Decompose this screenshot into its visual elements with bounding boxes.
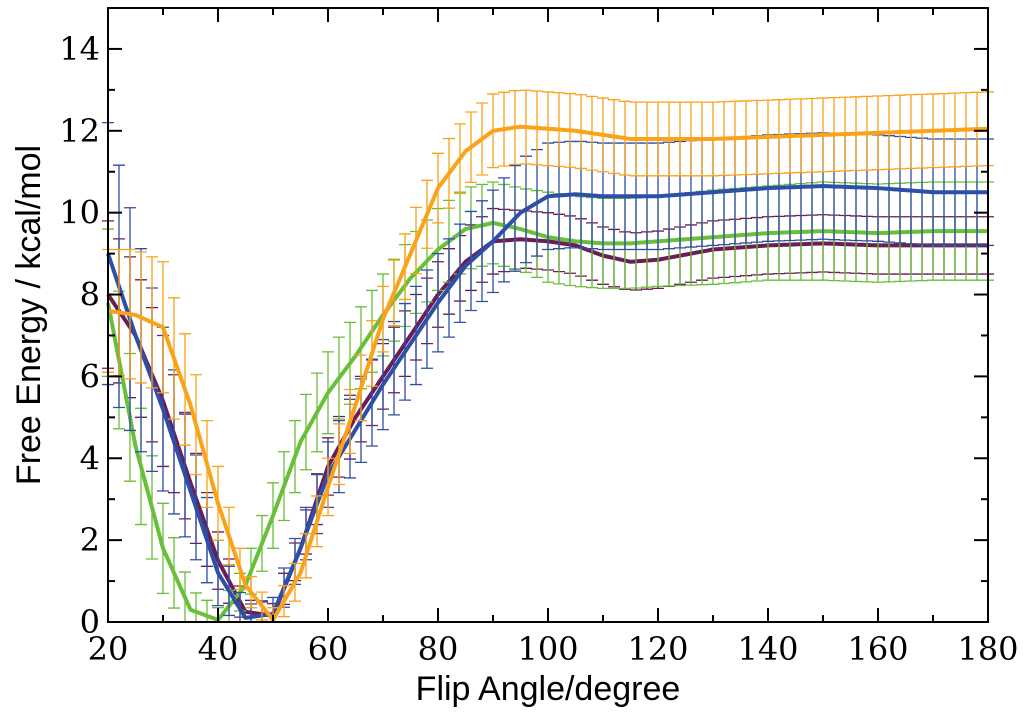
y-tick-label: 0 bbox=[80, 603, 100, 641]
error-bars-orange bbox=[102, 89, 994, 623]
ticks-layer: 20 40 60 80 100 120 140 160 180 0 2 4 6 8 10 12 14 bbox=[59, 8, 1019, 668]
y-tick-label: 6 bbox=[80, 357, 100, 395]
y-axis-title: Free Energy / kcal/mol bbox=[10, 145, 48, 485]
error-bar bbox=[190, 592, 202, 623]
y-tick-label: 14 bbox=[59, 30, 100, 68]
x-tick-label: 20 bbox=[88, 630, 129, 668]
x-axis-title: Flip Angle/degree bbox=[416, 670, 681, 708]
x-tick-label: 180 bbox=[957, 630, 1018, 668]
x-tick-label: 80 bbox=[418, 630, 459, 668]
x-tick-label: 40 bbox=[198, 630, 239, 668]
x-tick-label: 120 bbox=[627, 630, 688, 668]
y-tick-label: 12 bbox=[59, 112, 100, 150]
series-line-blue bbox=[106, 184, 988, 620]
series-blue bbox=[102, 121, 994, 623]
y-tick-label: 2 bbox=[80, 521, 100, 559]
series-orange bbox=[102, 89, 994, 623]
series-layer bbox=[102, 89, 994, 623]
x-tick-label: 160 bbox=[847, 630, 908, 668]
series-line-orange bbox=[107, 124, 989, 622]
x-tick-label: 60 bbox=[308, 630, 349, 668]
x-tick-label: 100 bbox=[517, 630, 578, 668]
y-tick-label: 8 bbox=[80, 276, 100, 314]
y-tick-label: 10 bbox=[59, 194, 100, 232]
y-tick-label: 4 bbox=[80, 439, 100, 477]
x-tick-label: 140 bbox=[737, 630, 798, 668]
